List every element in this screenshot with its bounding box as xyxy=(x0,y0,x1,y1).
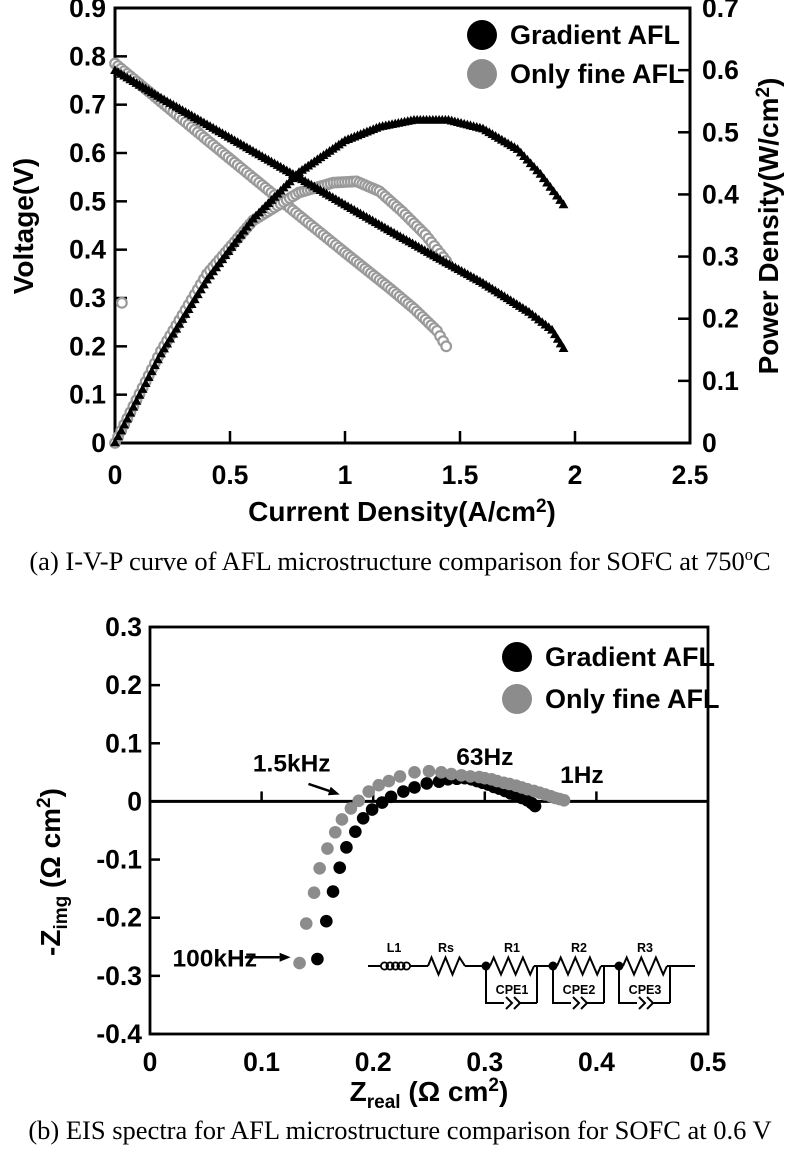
svg-text:0.3: 0.3 xyxy=(105,612,142,642)
svg-text:0.2: 0.2 xyxy=(105,670,142,700)
cpe2-label: CPE2 xyxy=(563,983,596,997)
svg-text:0.2: 0.2 xyxy=(69,331,106,361)
svg-text:1.5: 1.5 xyxy=(442,460,479,490)
svg-text:2: 2 xyxy=(568,460,583,490)
annotation-63hz: 63Hz xyxy=(456,744,513,771)
r3-label: R3 xyxy=(637,941,653,955)
svg-text:0.5: 0.5 xyxy=(212,460,249,490)
r1-label: R1 xyxy=(504,941,520,955)
ivp-chart: 0 0.1 0.2 0.3 0.4 0.5 0.6 0.7 0.8 0.9 0 0.1 0.2 0.3 0.… xyxy=(8,0,784,527)
svg-text:1: 1 xyxy=(338,460,353,490)
svg-text:0.2: 0.2 xyxy=(355,1047,392,1077)
svg-text:Only fine AFL: Only fine AFL xyxy=(545,684,720,714)
resistor-r2-icon xyxy=(556,954,602,978)
svg-text:0.9: 0.9 xyxy=(69,0,106,23)
ivp-series xyxy=(109,57,569,449)
y-axis-title-power-density: Power Density(W/cm2) xyxy=(753,78,784,375)
plot-frame-b xyxy=(148,625,710,1036)
svg-text:0.1: 0.1 xyxy=(69,380,106,410)
cpe3-branch xyxy=(618,966,671,1010)
svg-text:Gradient AFL: Gradient AFL xyxy=(545,642,715,672)
svg-text:0.5: 0.5 xyxy=(702,117,739,147)
svg-text:0.3: 0.3 xyxy=(466,1047,503,1077)
series-only-fine-afl-eis xyxy=(293,764,571,970)
cpe1-label: CPE1 xyxy=(496,983,529,997)
circuit-nodes xyxy=(481,961,624,971)
cpe2-branch xyxy=(552,966,605,1010)
resistor-rs-icon xyxy=(427,954,466,978)
eis-series xyxy=(293,764,571,970)
cpe1-branch xyxy=(485,966,538,1010)
svg-text:0.6: 0.6 xyxy=(702,55,739,85)
resistor-r1-icon xyxy=(489,954,535,978)
inductor-label: L1 xyxy=(387,941,402,955)
svg-text:-0.4: -0.4 xyxy=(96,1019,142,1049)
cpe3-label: CPE3 xyxy=(629,983,662,997)
equivalent-circuit-inset: L1 Rs R1 R2 R3 CPE1 CPE2 CPE3 xyxy=(368,941,695,1010)
legend-a: Gradient AFL Only fine AFL xyxy=(467,20,685,89)
svg-text:0.5: 0.5 xyxy=(69,186,106,216)
r2-label: R2 xyxy=(571,941,587,955)
svg-text:0.1: 0.1 xyxy=(105,728,142,758)
svg-text:0.6: 0.6 xyxy=(69,138,106,168)
svg-text:-0.3: -0.3 xyxy=(96,961,142,991)
y-axis-title-zimg: -Zimg (Ω cm2) xyxy=(34,788,72,956)
inductor-icon xyxy=(379,961,411,971)
svg-text:-0.1: -0.1 xyxy=(96,845,142,875)
eis-annotations: 1.5kHz 63Hz 1Hz 100kHz xyxy=(173,744,604,972)
svg-text:0.1: 0.1 xyxy=(702,366,739,396)
annotation-1hz: 1Hz xyxy=(560,762,604,789)
resistor-r3-icon xyxy=(622,954,668,978)
x-axis-title-current-density: Current Density(A/cm2) xyxy=(248,496,556,527)
svg-text:0.3: 0.3 xyxy=(69,283,106,313)
rs-label: Rs xyxy=(438,941,454,955)
series-only-fine-afl-power xyxy=(109,175,453,449)
annotation-100khz: 100kHz xyxy=(173,945,257,972)
svg-text:0.4: 0.4 xyxy=(702,179,739,209)
axis-ticks-b: 0.30.20.10-0.1-0.2-0.3-0.40 0.1 0.2 0.3 0.4 0… xyxy=(96,612,726,1077)
eis-chart: 0.30.20.10-0.1-0.2-0.3-0.40 0.1 0.2 0.3 0.4 0… xyxy=(34,612,726,1110)
svg-text:0.3: 0.3 xyxy=(702,242,739,272)
svg-text:0.8: 0.8 xyxy=(69,41,106,71)
annotation-1.5khz: 1.5kHz xyxy=(253,750,331,777)
svg-text:-0.2: -0.2 xyxy=(96,903,142,933)
svg-text:0.7: 0.7 xyxy=(702,0,739,23)
svg-text:Gradient AFL: Gradient AFL xyxy=(510,20,680,50)
x-axis-title-zreal: Zreal (Ω cm2) xyxy=(350,1075,509,1110)
svg-text:0: 0 xyxy=(702,428,717,458)
svg-text:0: 0 xyxy=(127,786,142,816)
series-gradient-afl-power xyxy=(110,114,569,447)
svg-text:Only fine AFL: Only fine AFL xyxy=(510,59,685,89)
y-axis-title-voltage: Voltage(V) xyxy=(8,158,39,294)
svg-text:0.5: 0.5 xyxy=(690,1047,727,1077)
svg-text:0: 0 xyxy=(108,460,123,490)
svg-text:2.5: 2.5 xyxy=(672,460,709,490)
svg-text:0.4: 0.4 xyxy=(69,235,106,265)
svg-text:0.4: 0.4 xyxy=(578,1047,615,1077)
svg-text:0: 0 xyxy=(91,428,106,458)
axis-ticks-a: 0 0.1 0.2 0.3 0.4 0.5 0.6 0.7 0.8 0.9 0 0.1 0.2 0.3 0.… xyxy=(69,0,739,490)
caption-a: (a) I-V-P curve of AFL microstructure co… xyxy=(29,545,771,576)
svg-text:0.2: 0.2 xyxy=(702,304,739,334)
svg-text:0.1: 0.1 xyxy=(243,1047,280,1077)
plot-frame-a xyxy=(113,6,692,445)
caption-b: (b) EIS spectra for AFL microstructure c… xyxy=(28,1115,772,1145)
series-only-fine-afl-stray-point xyxy=(115,296,128,309)
svg-text:0: 0 xyxy=(143,1047,158,1077)
svg-text:0.7: 0.7 xyxy=(69,90,106,120)
legend-b: Gradient AFL Only fine AFL xyxy=(502,642,720,714)
series-gradient-afl-voltage xyxy=(110,65,569,352)
